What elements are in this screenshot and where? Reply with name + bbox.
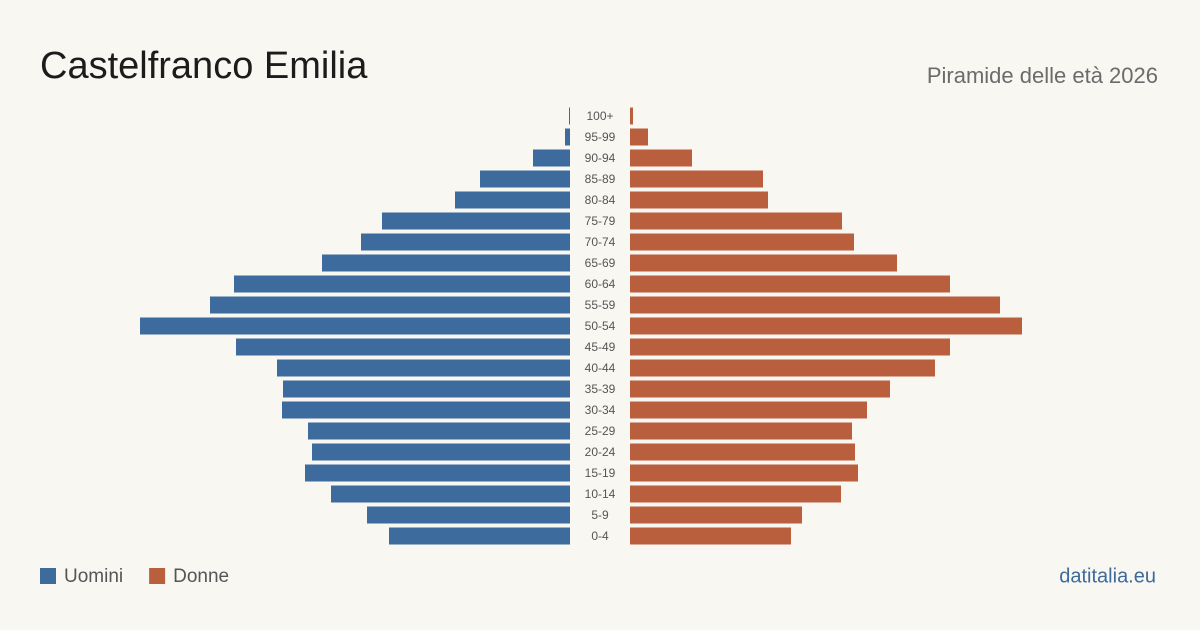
bar (331, 485, 570, 503)
bar (277, 359, 570, 377)
bar (630, 380, 890, 398)
category-label: 0-4 (591, 529, 609, 543)
bar (455, 191, 570, 209)
category-label: 15-19 (585, 466, 616, 480)
bar (630, 233, 854, 251)
bar (630, 107, 633, 125)
bar (308, 422, 570, 440)
bar (312, 443, 570, 461)
bar (283, 380, 570, 398)
bar (630, 191, 768, 209)
category-label: 25-29 (585, 424, 616, 438)
bar (361, 233, 570, 251)
bar (234, 275, 570, 293)
category-label: 20-24 (585, 445, 616, 459)
category-label: 5-9 (591, 508, 609, 522)
chart-subtitle: Piramide delle età 2026 (927, 63, 1158, 88)
bar (569, 107, 570, 125)
legend-label: Uomini (64, 566, 123, 587)
bar (630, 401, 867, 419)
bar (630, 485, 841, 503)
category-label: 45-49 (585, 340, 616, 354)
bar (630, 359, 935, 377)
bar (322, 254, 570, 272)
category-label: 85-89 (585, 172, 616, 186)
bar (389, 527, 570, 545)
bar (630, 296, 1000, 314)
bar (630, 128, 648, 146)
source: datitalia.eu (1059, 565, 1156, 587)
bar (382, 212, 570, 230)
bar (236, 338, 570, 356)
category-label: 100+ (586, 109, 613, 123)
legend-swatch (149, 568, 166, 584)
bar (630, 149, 692, 167)
category-label: 70-74 (585, 235, 616, 249)
bar (630, 506, 802, 524)
legend-label: Donne (173, 566, 229, 587)
category-label: 80-84 (585, 193, 616, 207)
category-label: 10-14 (585, 487, 616, 501)
bar (630, 275, 950, 293)
legend-swatch (40, 568, 56, 584)
bar (630, 422, 852, 440)
category-label: 55-59 (585, 298, 616, 312)
bar (630, 254, 897, 272)
category-label: 65-69 (585, 256, 616, 270)
bar (630, 464, 858, 482)
bar (480, 170, 570, 188)
category-label: 40-44 (585, 361, 616, 375)
bar (282, 401, 570, 419)
bar (305, 464, 570, 482)
category-label: 30-34 (585, 403, 616, 417)
category-label: 90-94 (585, 151, 616, 165)
category-label: 60-64 (585, 277, 616, 291)
bar (630, 527, 791, 545)
bar (630, 317, 1022, 335)
bar (630, 338, 950, 356)
category-label: 95-99 (585, 130, 616, 144)
category-label: 50-54 (585, 319, 616, 333)
category-label: 75-79 (585, 214, 616, 228)
bar (533, 149, 570, 167)
bar (210, 296, 570, 314)
bar (140, 317, 570, 335)
bar (630, 443, 855, 461)
category-label: 35-39 (585, 382, 616, 396)
bar (630, 212, 842, 230)
bar (367, 506, 570, 524)
chart-title: Castelfranco Emilia (40, 45, 368, 87)
bar (630, 170, 763, 188)
bar (565, 128, 570, 146)
